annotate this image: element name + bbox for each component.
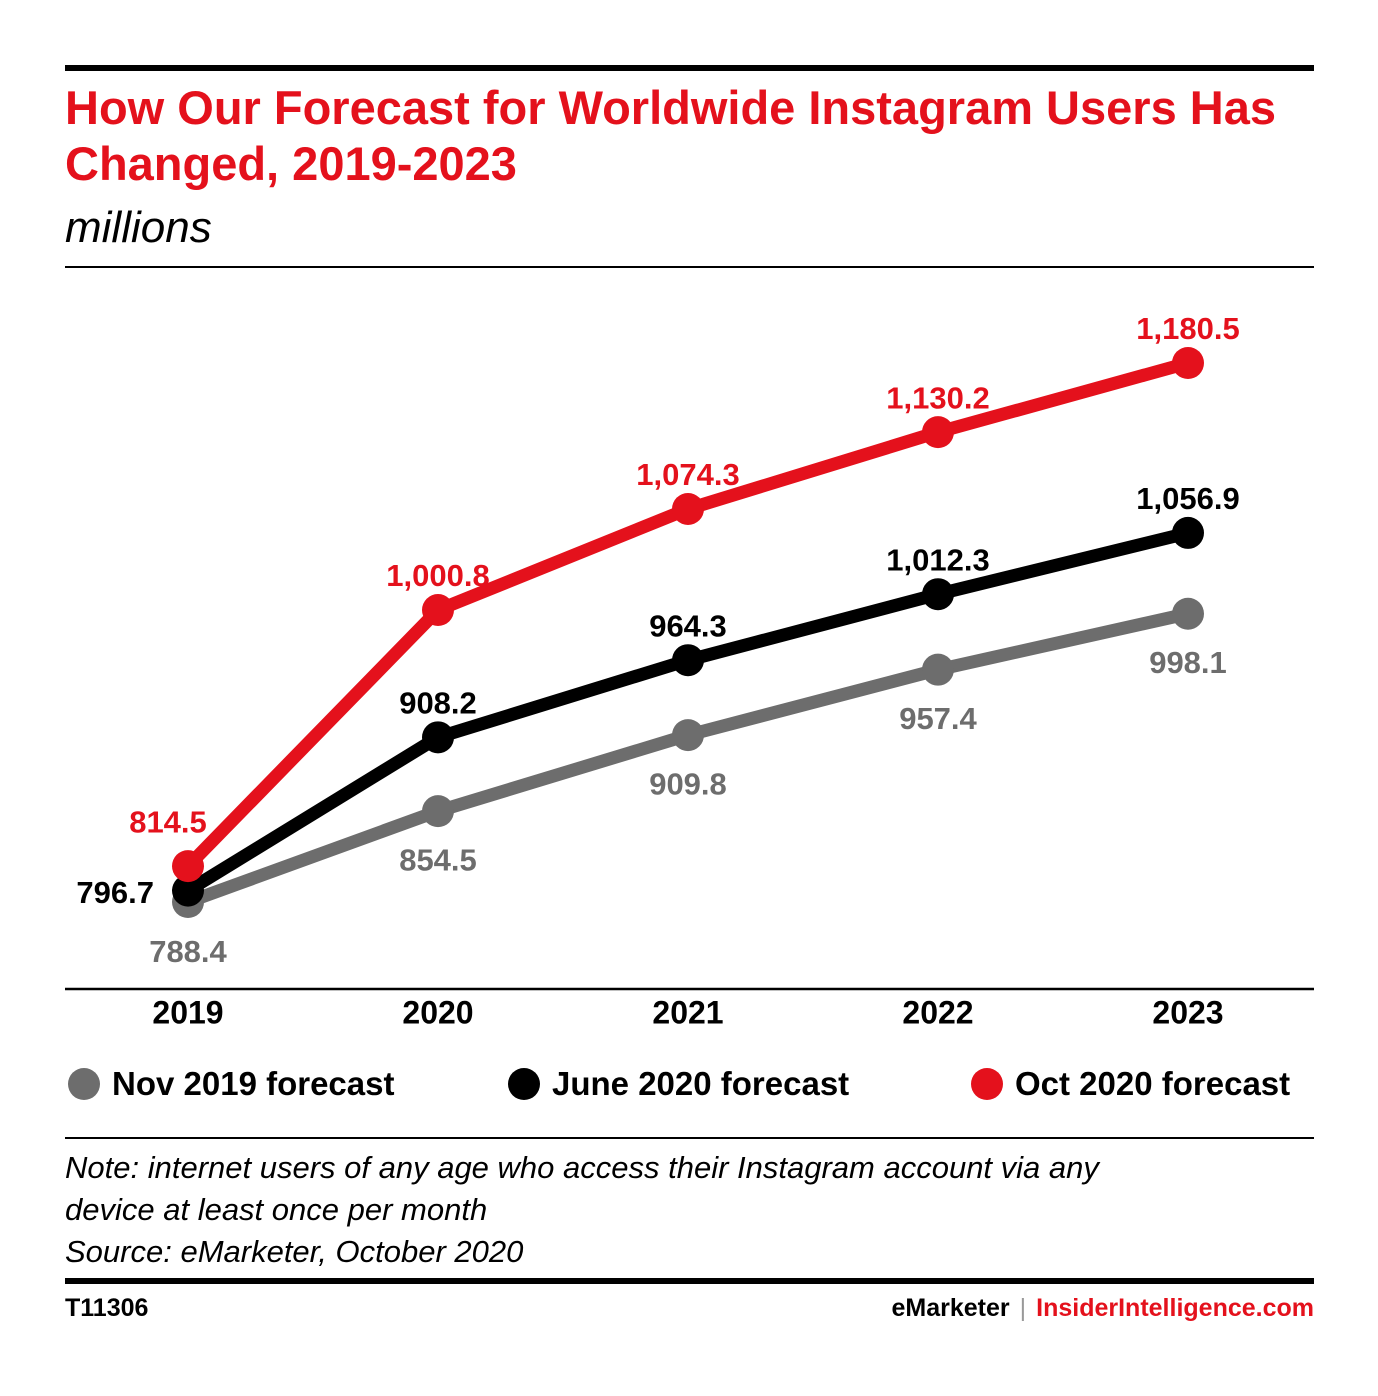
series-points — [172, 347, 1204, 918]
top-rule — [65, 65, 1314, 71]
data-label-june-2020-2022: 1,012.3 — [886, 542, 989, 577]
point-oct-2020-2020 — [422, 594, 454, 627]
data-label-nov-2019-2020: 854.5 — [399, 842, 477, 877]
line-chart: 788.4 854.5 909.8 957.4 998.1 796.7 908.2 964.3… — [65, 311, 1314, 1030]
header-divider — [65, 266, 1314, 268]
x-tick-label-2022: 2022 — [902, 994, 973, 1030]
legend-item-nov-2019: Nov 2019 forecast — [68, 1062, 394, 1106]
data-label-nov-2019-2022: 957.4 — [899, 701, 977, 736]
data-label-oct-2020-2021: 1,074.3 — [636, 457, 739, 492]
legend-swatch-nov-2019 — [68, 1068, 100, 1100]
x-axis-ticks: 2019 2020 2021 2022 2023 — [152, 994, 1223, 1030]
point-june-2020-2022 — [922, 578, 954, 611]
data-label-oct-2020-2023: 1,180.5 — [1136, 311, 1239, 346]
brand-insider-intelligence[interactable]: InsiderIntelligence.com — [1036, 1294, 1314, 1322]
point-nov-2019-2022 — [922, 653, 954, 686]
legend-label-nov-2019: Nov 2019 forecast — [112, 1065, 395, 1102]
brand-emarketer: eMarketer — [891, 1294, 1010, 1322]
point-nov-2019-2021 — [672, 719, 704, 752]
note-text: Note: internet users of any age who acce… — [65, 1150, 1099, 1185]
chart-title: How Our Forecast for Worldwide Instagram… — [65, 81, 1276, 190]
point-oct-2020-2021 — [672, 492, 704, 525]
legend-item-oct-2020: Oct 2020 forecast — [971, 1062, 1290, 1106]
legend-swatch-oct-2020 — [971, 1068, 1003, 1100]
point-oct-2020-2022 — [922, 416, 954, 449]
point-june-2020-2023 — [1172, 516, 1204, 549]
data-label-nov-2019-2019: 788.4 — [149, 934, 227, 969]
chart-id: T11306 — [65, 1294, 149, 1322]
data-label-june-2020-2020: 908.2 — [399, 686, 477, 721]
data-label-june-2020-2021: 964.3 — [649, 608, 727, 643]
note-text-continued: device at least once per month — [65, 1192, 488, 1227]
point-june-2020-2019 — [172, 874, 204, 907]
data-label-oct-2020-2020: 1,000.8 — [386, 558, 489, 593]
brand-credit: eMarketer | InsiderIntelligence.com — [892, 1294, 1315, 1323]
chart-subtitle: millions — [65, 203, 212, 252]
point-nov-2019-2023 — [1172, 597, 1204, 630]
x-tick-label-2021: 2021 — [652, 994, 723, 1030]
data-label-oct-2020-2019: 814.5 — [129, 804, 207, 839]
notes-divider — [65, 1137, 1314, 1139]
data-label-oct-2020-2022: 1,130.2 — [886, 380, 989, 415]
legend-label-oct-2020: Oct 2020 forecast — [1015, 1065, 1291, 1102]
data-label-nov-2019-2021: 909.8 — [649, 766, 727, 801]
point-june-2020-2020 — [422, 721, 454, 754]
point-oct-2020-2023 — [1172, 347, 1204, 379]
point-nov-2019-2020 — [422, 795, 454, 828]
footer-rule — [65, 1278, 1314, 1284]
data-label-june-2020-2019: 796.7 — [76, 875, 154, 910]
x-tick-label-2019: 2019 — [152, 994, 223, 1030]
data-labels: 788.4 854.5 909.8 957.4 998.1 796.7 908.2 964.3… — [76, 311, 1239, 969]
point-oct-2020-2019 — [172, 850, 204, 883]
legend-item-june-2020: June 2020 forecast — [508, 1062, 849, 1106]
x-tick-label-2023: 2023 — [1152, 994, 1223, 1030]
legend-swatch-june-2020 — [508, 1068, 540, 1100]
notes-block: Note: internet users of any age who acce… — [65, 1147, 1315, 1273]
legend-label-june-2020: June 2020 forecast — [552, 1065, 850, 1102]
point-june-2020-2021 — [672, 644, 704, 677]
data-label-june-2020-2023: 1,056.9 — [1136, 481, 1239, 516]
source-text: Source: eMarketer, October 2020 — [65, 1234, 524, 1269]
x-tick-label-2020: 2020 — [402, 994, 473, 1030]
data-label-nov-2019-2023: 998.1 — [1149, 645, 1227, 680]
brand-separator: | — [1019, 1294, 1027, 1322]
